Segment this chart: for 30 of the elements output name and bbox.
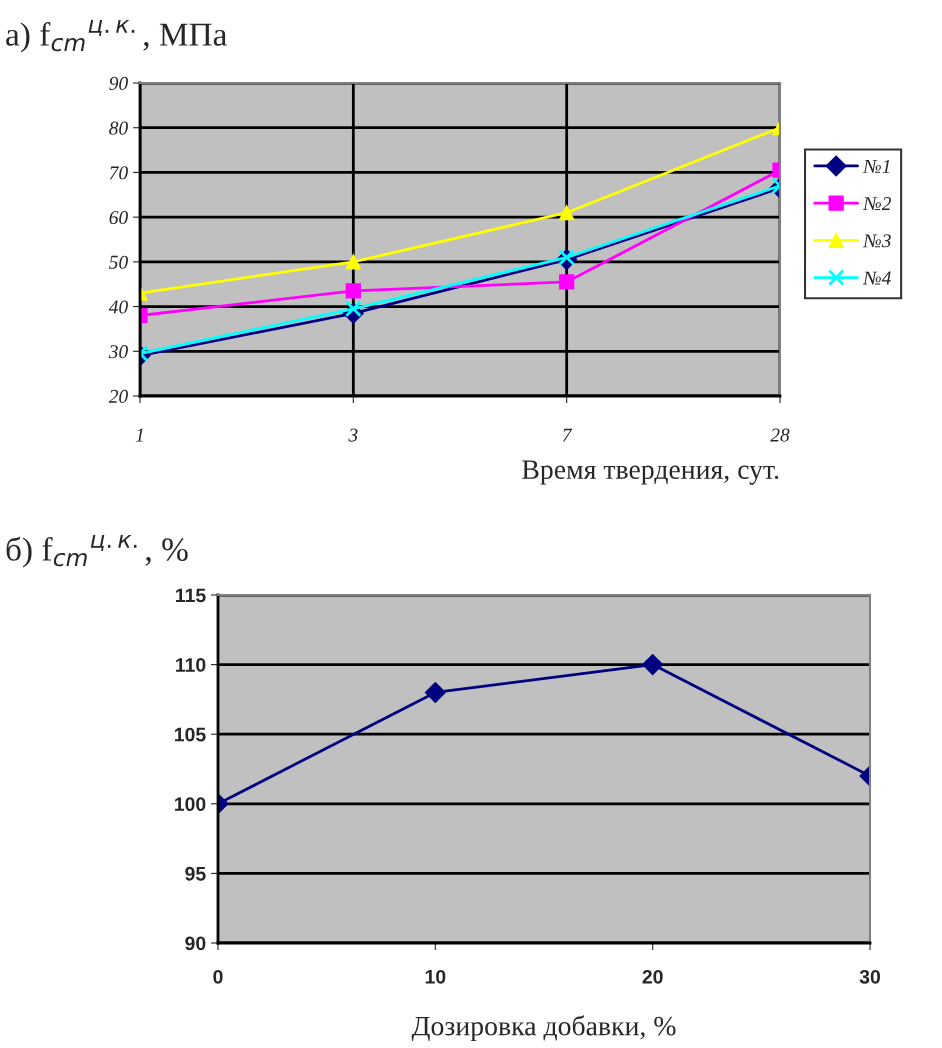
y-tick-label: 80 <box>109 121 128 135</box>
y-tick-label: 95 <box>185 866 206 881</box>
x-tick-label: 3 <box>348 428 358 442</box>
y-tick-label: 100 <box>174 797 206 812</box>
x-axis-title: Дозировка добавки, % <box>411 1015 676 1042</box>
y-tick-label: 70 <box>109 166 128 180</box>
x-axis-title: Время твердения, сут. <box>522 460 779 485</box>
x-tick-label: 1 <box>135 428 143 442</box>
y-tick-label: 90 <box>185 936 206 951</box>
y-tick-label: 60 <box>109 210 128 225</box>
y-tick-label: 40 <box>108 300 128 314</box>
y-tick-label: 105 <box>174 727 206 742</box>
x-tick-label: 7 <box>562 428 573 442</box>
x-tick-label: 10 <box>425 969 446 984</box>
legend-label: №4 <box>862 271 891 285</box>
x-tick-label: 28 <box>770 428 790 442</box>
y-tick-label: 30 <box>108 345 128 359</box>
y-tick-label: 20 <box>108 389 128 403</box>
y-tick-label: 50 <box>109 255 128 269</box>
x-tick-label: 20 <box>642 969 663 984</box>
x-tick-label: 0 <box>213 969 223 984</box>
x-tick-label: 30 <box>859 969 881 984</box>
legend-label: №3 <box>862 234 891 248</box>
legend-label: №1 <box>862 159 890 173</box>
legend-label: №2 <box>862 197 891 210</box>
chart-title: а) f$_{cm}$$^{ц.к.}$, МПа <box>6 20 227 53</box>
y-tick-label: 90 <box>109 76 128 90</box>
y-tick-label: 110 <box>176 658 206 672</box>
chart-title: б) f$_{cm}$$^{ц.к.}$, % <box>6 535 188 568</box>
y-tick-label: 115 <box>176 588 206 603</box>
